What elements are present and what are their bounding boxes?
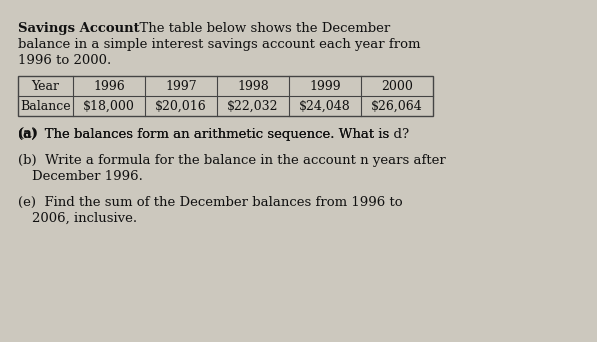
- Text: 1999: 1999: [309, 79, 341, 92]
- Text: 2006, inclusive.: 2006, inclusive.: [32, 212, 137, 225]
- Text: (a)  The balances form an arithmetic sequence. What is: (a) The balances form an arithmetic sequ…: [18, 128, 393, 141]
- Text: Balance: Balance: [20, 100, 71, 113]
- Text: Year: Year: [32, 79, 60, 92]
- Text: 1996 to 2000.: 1996 to 2000.: [18, 54, 111, 67]
- Text: (a)  The balances form an arithmetic sequence. What is d?: (a) The balances form an arithmetic sequ…: [18, 128, 409, 141]
- Text: 2000: 2000: [381, 79, 413, 92]
- Text: (b)  Write a formula for the balance in the account n years after: (b) Write a formula for the balance in t…: [18, 154, 446, 167]
- Text: $24,048: $24,048: [299, 100, 351, 113]
- Text: 1997: 1997: [165, 79, 197, 92]
- Text: $18,000: $18,000: [83, 100, 135, 113]
- Text: $22,032: $22,032: [227, 100, 279, 113]
- Text: The table below shows the December: The table below shows the December: [131, 22, 390, 35]
- Text: balance in a simple interest savings account each year from: balance in a simple interest savings acc…: [18, 38, 420, 51]
- Text: (e)  Find the sum of the December balances from 1996 to: (e) Find the sum of the December balance…: [18, 196, 402, 209]
- Bar: [18, 76, 433, 116]
- Text: 1996: 1996: [93, 79, 125, 92]
- Text: Savings Account: Savings Account: [18, 22, 140, 35]
- Text: $20,016: $20,016: [155, 100, 207, 113]
- Text: December 1996.: December 1996.: [32, 170, 143, 183]
- Text: 1998: 1998: [237, 79, 269, 92]
- Text: (a): (a): [18, 128, 39, 141]
- Text: $26,064: $26,064: [371, 100, 423, 113]
